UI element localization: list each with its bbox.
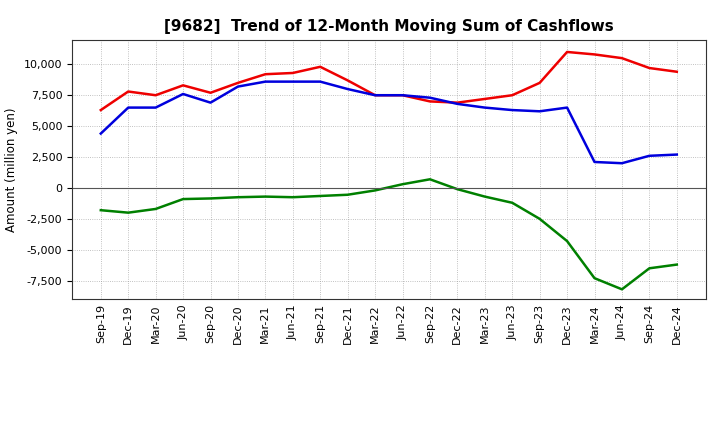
- Investing Cashflow: [289, 194, 297, 200]
- Operating Cashflow: [206, 90, 215, 95]
- Operating Cashflow: [316, 64, 325, 70]
- Investing Cashflow: [343, 192, 352, 198]
- Operating Cashflow: [289, 70, 297, 76]
- Free Cashflow: [508, 107, 516, 113]
- Free Cashflow: [426, 95, 434, 100]
- Operating Cashflow: [480, 96, 489, 102]
- Free Cashflow: [206, 100, 215, 105]
- Line: Free Cashflow: Free Cashflow: [101, 82, 677, 163]
- Line: Operating Cashflow: Operating Cashflow: [101, 52, 677, 110]
- Free Cashflow: [618, 161, 626, 166]
- Line: Investing Cashflow: Investing Cashflow: [101, 179, 677, 290]
- Investing Cashflow: [124, 210, 132, 215]
- Operating Cashflow: [536, 80, 544, 85]
- Investing Cashflow: [179, 196, 187, 202]
- Free Cashflow: [124, 105, 132, 110]
- Free Cashflow: [233, 84, 242, 89]
- Operating Cashflow: [151, 92, 160, 98]
- Operating Cashflow: [453, 100, 462, 105]
- Operating Cashflow: [179, 83, 187, 88]
- Y-axis label: Amount (million yen): Amount (million yen): [5, 107, 18, 231]
- Investing Cashflow: [508, 200, 516, 205]
- Free Cashflow: [96, 131, 105, 136]
- Investing Cashflow: [151, 206, 160, 212]
- Free Cashflow: [536, 109, 544, 114]
- Operating Cashflow: [96, 107, 105, 113]
- Operating Cashflow: [508, 92, 516, 98]
- Operating Cashflow: [398, 92, 407, 98]
- Free Cashflow: [151, 105, 160, 110]
- Free Cashflow: [289, 79, 297, 84]
- Investing Cashflow: [233, 194, 242, 200]
- Free Cashflow: [480, 105, 489, 110]
- Free Cashflow: [261, 79, 270, 84]
- Free Cashflow: [343, 86, 352, 92]
- Free Cashflow: [590, 159, 599, 165]
- Free Cashflow: [563, 105, 572, 110]
- Investing Cashflow: [590, 275, 599, 281]
- Free Cashflow: [371, 92, 379, 98]
- Free Cashflow: [179, 92, 187, 97]
- Investing Cashflow: [426, 176, 434, 182]
- Operating Cashflow: [343, 78, 352, 83]
- Operating Cashflow: [645, 66, 654, 71]
- Investing Cashflow: [618, 287, 626, 292]
- Free Cashflow: [453, 101, 462, 106]
- Investing Cashflow: [398, 182, 407, 187]
- Free Cashflow: [645, 153, 654, 158]
- Operating Cashflow: [124, 89, 132, 94]
- Investing Cashflow: [371, 188, 379, 193]
- Free Cashflow: [398, 92, 407, 98]
- Investing Cashflow: [453, 187, 462, 192]
- Operating Cashflow: [618, 55, 626, 61]
- Operating Cashflow: [672, 69, 681, 74]
- Investing Cashflow: [645, 266, 654, 271]
- Free Cashflow: [316, 79, 325, 84]
- Investing Cashflow: [563, 238, 572, 244]
- Investing Cashflow: [536, 216, 544, 221]
- Investing Cashflow: [206, 196, 215, 201]
- Title: [9682]  Trend of 12-Month Moving Sum of Cashflows: [9682] Trend of 12-Month Moving Sum of C…: [164, 19, 613, 34]
- Operating Cashflow: [233, 80, 242, 85]
- Investing Cashflow: [96, 208, 105, 213]
- Operating Cashflow: [590, 52, 599, 57]
- Investing Cashflow: [672, 262, 681, 267]
- Investing Cashflow: [261, 194, 270, 199]
- Investing Cashflow: [316, 193, 325, 198]
- Operating Cashflow: [371, 92, 379, 98]
- Operating Cashflow: [426, 99, 434, 104]
- Operating Cashflow: [563, 49, 572, 55]
- Free Cashflow: [672, 152, 681, 157]
- Investing Cashflow: [480, 194, 489, 199]
- Operating Cashflow: [261, 72, 270, 77]
